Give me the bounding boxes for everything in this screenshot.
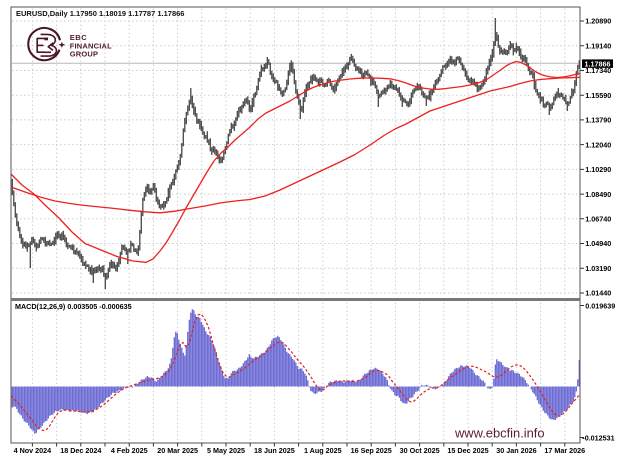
svg-text:EBC: EBC [70,33,88,42]
svg-text:1.01440: 1.01440 [585,289,611,298]
svg-text:1.13790: 1.13790 [585,116,611,125]
svg-text:1 Aug 2025: 1 Aug 2025 [304,446,342,455]
svg-text:30 Oct 2025: 30 Oct 2025 [400,446,440,455]
svg-text:0.019639: 0.019639 [585,301,615,310]
svg-text:1.20890: 1.20890 [585,17,611,26]
svg-text:4 Feb 2025: 4 Feb 2025 [111,446,148,455]
svg-text:1.06740: 1.06740 [585,215,611,224]
svg-text:-0.012531: -0.012531 [582,433,614,442]
svg-text:20 Mar 2025: 20 Mar 2025 [157,446,198,455]
svg-text:18 Jun 2025: 18 Jun 2025 [254,446,295,455]
svg-text:1.17340: 1.17340 [585,66,611,75]
svg-text:15 Dec 2025: 15 Dec 2025 [447,446,488,455]
svg-text:1.15590: 1.15590 [585,91,611,100]
svg-text:18 Dec 2024: 18 Dec 2024 [60,446,101,455]
svg-text:GROUP: GROUP [70,49,99,58]
svg-text:MACD(12,26,9) 0.003505 -0.0006: MACD(12,26,9) 0.003505 -0.000635 [15,302,132,311]
svg-text:4 Nov 2024: 4 Nov 2024 [14,446,52,455]
svg-text:1.03190: 1.03190 [585,264,611,273]
svg-text:5 May 2025: 5 May 2025 [207,446,245,455]
svg-text:16 Sep 2025: 16 Sep 2025 [351,446,392,455]
svg-text:1.10290: 1.10290 [585,165,611,174]
svg-text:1.12040: 1.12040 [585,140,611,149]
svg-text:1.17866: 1.17866 [585,59,611,68]
svg-text:30 Jan 2026: 30 Jan 2026 [496,446,536,455]
svg-text:EURUSD,Daily 1.17950 1.18019: EURUSD,Daily 1.17950 1.18019 1.17787 1.1… [16,9,184,18]
svg-text:1.08490: 1.08490 [585,190,611,199]
svg-text:FINANCIAL: FINANCIAL [70,42,112,51]
svg-text:www.ebcfin.info: www.ebcfin.info [454,426,545,441]
svg-text:17 Mar 2026: 17 Mar 2026 [544,446,585,455]
svg-text:1.04940: 1.04940 [585,239,611,248]
svg-text:1.19140: 1.19140 [585,41,611,50]
